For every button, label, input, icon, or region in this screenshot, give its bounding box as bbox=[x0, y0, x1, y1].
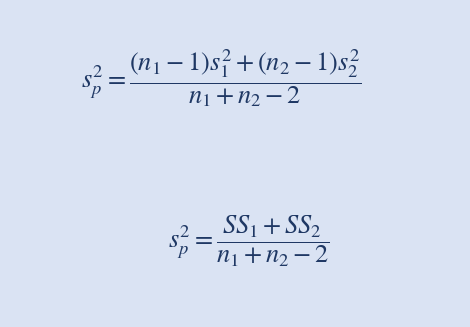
Text: $s^{2}_{p} =\dfrac{(n_{1} - 1)s^{2}_{1} + (n_{2} - 1)s^{2}_{2}}{n_{1} + n_{2} - : $s^{2}_{p} =\dfrac{(n_{1} - 1)s^{2}_{1} … bbox=[80, 48, 361, 109]
Text: $s^{2}_{p} =\dfrac{SS_{1} + SS_{2}}{n_{1} + n_{2} - 2}$: $s^{2}_{p} =\dfrac{SS_{1} + SS_{2}}{n_{1… bbox=[168, 215, 330, 269]
